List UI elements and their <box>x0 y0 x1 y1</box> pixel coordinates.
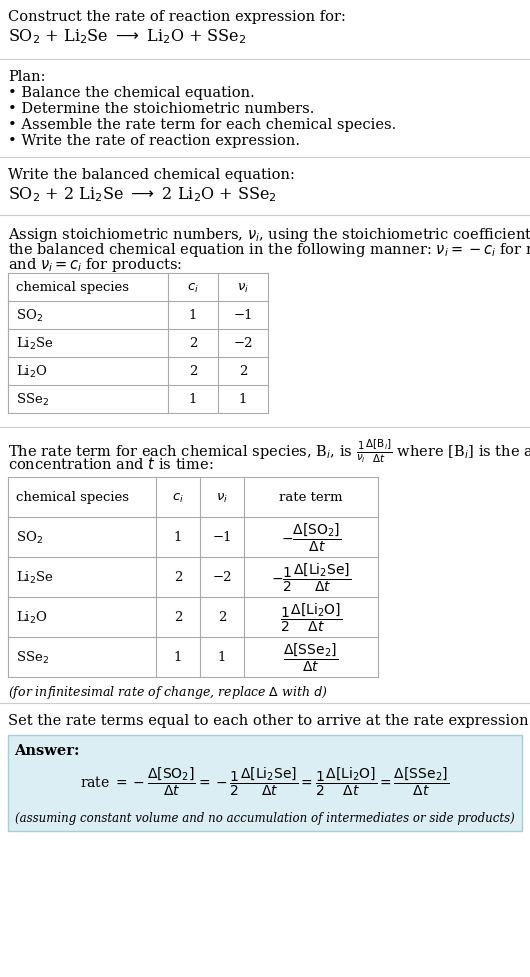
Text: 1: 1 <box>189 309 197 322</box>
Text: $c_i$: $c_i$ <box>172 491 184 504</box>
Text: $-\dfrac{1}{2}\dfrac{\Delta[\mathrm{Li_2Se}]}{\Delta t}$: $-\dfrac{1}{2}\dfrac{\Delta[\mathrm{Li_2… <box>271 561 351 594</box>
Text: 2: 2 <box>218 611 226 624</box>
Text: Set the rate terms equal to each other to arrive at the rate expression:: Set the rate terms equal to each other t… <box>8 713 530 727</box>
Text: Construct the rate of reaction expression for:: Construct the rate of reaction expressio… <box>8 10 346 24</box>
FancyBboxPatch shape <box>8 736 522 831</box>
Text: Li$_2$Se: Li$_2$Se <box>16 570 54 585</box>
Text: the balanced chemical equation in the following manner: $\nu_i = -c_i$ for react: the balanced chemical equation in the fo… <box>8 240 530 259</box>
Text: rate $= -\dfrac{\Delta[\mathrm{SO_2}]}{\Delta t} = -\dfrac{1}{2}\dfrac{\Delta[\m: rate $= -\dfrac{\Delta[\mathrm{SO_2}]}{\… <box>81 765 449 797</box>
Text: Li$_2$O: Li$_2$O <box>16 363 48 380</box>
Text: 2: 2 <box>174 611 182 624</box>
Text: SSe$_2$: SSe$_2$ <box>16 392 49 407</box>
Text: 2: 2 <box>189 365 197 378</box>
Text: 1: 1 <box>189 393 197 406</box>
Text: chemical species: chemical species <box>16 491 129 504</box>
Text: • Write the rate of reaction expression.: • Write the rate of reaction expression. <box>8 134 300 148</box>
Text: Answer:: Answer: <box>14 743 80 757</box>
Text: • Assemble the rate term for each chemical species.: • Assemble the rate term for each chemic… <box>8 118 396 132</box>
Text: SO$_2$ + 2 Li$_2$Se $\longrightarrow$ 2 Li$_2$O + SSe$_2$: SO$_2$ + 2 Li$_2$Se $\longrightarrow$ 2 … <box>8 185 277 203</box>
Text: The rate term for each chemical species, B$_i$, is $\frac{1}{\nu_i}\frac{\Delta[: The rate term for each chemical species,… <box>8 438 530 465</box>
Text: 2: 2 <box>189 337 197 350</box>
Text: $\nu_i$: $\nu_i$ <box>216 491 228 504</box>
Text: rate term: rate term <box>279 491 343 504</box>
Text: $\dfrac{1}{2}\dfrac{\Delta[\mathrm{Li_2O}]}{\Delta t}$: $\dfrac{1}{2}\dfrac{\Delta[\mathrm{Li_2O… <box>280 601 342 633</box>
Text: 1: 1 <box>239 393 247 406</box>
Text: Assign stoichiometric numbers, $\nu_i$, using the stoichiometric coefficients, $: Assign stoichiometric numbers, $\nu_i$, … <box>8 226 530 243</box>
Text: −1: −1 <box>212 531 232 544</box>
Text: (assuming constant volume and no accumulation of intermediates or side products): (assuming constant volume and no accumul… <box>15 812 515 825</box>
Text: Li$_2$O: Li$_2$O <box>16 610 48 625</box>
Text: −2: −2 <box>212 571 232 584</box>
Text: 2: 2 <box>239 365 247 378</box>
Text: Plan:: Plan: <box>8 70 46 84</box>
Text: Li$_2$Se: Li$_2$Se <box>16 336 54 352</box>
Text: $c_i$: $c_i$ <box>187 281 199 294</box>
Text: 2: 2 <box>174 571 182 584</box>
Text: • Determine the stoichiometric numbers.: • Determine the stoichiometric numbers. <box>8 102 314 116</box>
Text: concentration and $t$ is time:: concentration and $t$ is time: <box>8 455 214 472</box>
Text: $\nu_i$: $\nu_i$ <box>237 281 249 294</box>
Text: SO$_2$: SO$_2$ <box>16 308 43 323</box>
Text: $\dfrac{\Delta[\mathrm{SSe_2}]}{\Delta t}$: $\dfrac{\Delta[\mathrm{SSe_2}]}{\Delta t… <box>284 641 339 673</box>
Text: SO$_2$: SO$_2$ <box>16 530 43 545</box>
Text: 1: 1 <box>174 531 182 544</box>
Text: Write the balanced chemical equation:: Write the balanced chemical equation: <box>8 168 295 182</box>
Text: • Balance the chemical equation.: • Balance the chemical equation. <box>8 86 255 100</box>
Text: −2: −2 <box>233 337 253 350</box>
Text: −1: −1 <box>233 309 253 322</box>
Text: and $\nu_i = c_i$ for products:: and $\nu_i = c_i$ for products: <box>8 256 182 274</box>
Text: SO$_2$ + Li$_2$Se $\longrightarrow$ Li$_2$O + SSe$_2$: SO$_2$ + Li$_2$Se $\longrightarrow$ Li$_… <box>8 27 246 46</box>
Text: chemical species: chemical species <box>16 281 129 294</box>
Text: (for infinitesimal rate of change, replace $\Delta$ with $d$): (for infinitesimal rate of change, repla… <box>8 683 328 701</box>
Text: 1: 1 <box>218 651 226 663</box>
Text: 1: 1 <box>174 651 182 663</box>
Text: SSe$_2$: SSe$_2$ <box>16 650 49 665</box>
Text: $-\dfrac{\Delta[\mathrm{SO_2}]}{\Delta t}$: $-\dfrac{\Delta[\mathrm{SO_2}]}{\Delta t… <box>281 522 341 554</box>
